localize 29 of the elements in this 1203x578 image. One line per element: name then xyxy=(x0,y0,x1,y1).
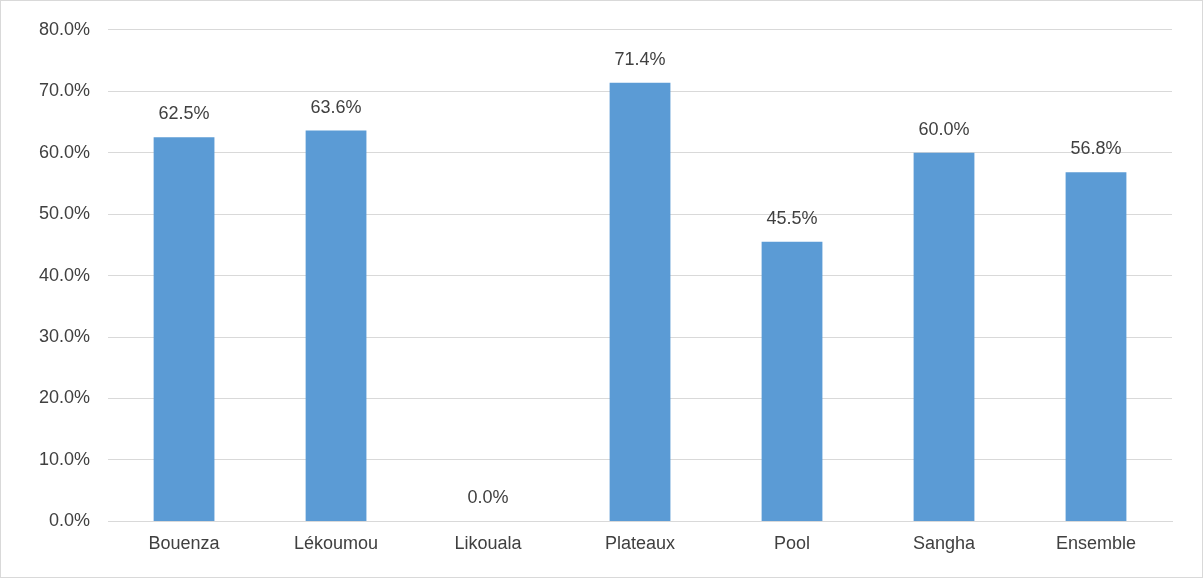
x-tick-label: Plateaux xyxy=(604,533,676,554)
data-label: 60.0% xyxy=(918,118,970,139)
y-tick-label: 80.0% xyxy=(38,18,91,39)
x-tick-label: Ensemble xyxy=(1055,533,1137,554)
x-tick-label: Likouala xyxy=(454,533,523,554)
data-label: 56.8% xyxy=(1070,138,1122,159)
data-label: 0.0% xyxy=(467,487,509,508)
y-tick-label: 70.0% xyxy=(38,80,91,101)
y-tick-label: 60.0% xyxy=(38,141,91,162)
y-tick-label: 50.0% xyxy=(38,203,91,224)
x-tick-label: Pool xyxy=(774,533,811,554)
bar xyxy=(305,130,367,521)
data-label: 45.5% xyxy=(766,207,818,228)
x-tick-label: Bouenza xyxy=(148,533,221,554)
data-label: 63.6% xyxy=(310,96,362,117)
y-tick-label: 40.0% xyxy=(38,264,91,285)
x-tick-label: Sangha xyxy=(912,533,977,554)
y-tick-label: 0.0% xyxy=(49,510,91,531)
y-tick-label: 10.0% xyxy=(38,448,91,469)
bar xyxy=(1065,172,1127,521)
data-label: 71.4% xyxy=(614,48,666,69)
bar xyxy=(761,241,823,521)
y-tick-label: 20.0% xyxy=(38,387,91,408)
bar xyxy=(609,82,671,521)
data-label: 62.5% xyxy=(158,103,210,124)
x-tick-label: Lékoumou xyxy=(294,533,379,554)
bar xyxy=(153,137,215,521)
y-tick-label: 30.0% xyxy=(38,326,91,347)
bar xyxy=(913,152,975,521)
